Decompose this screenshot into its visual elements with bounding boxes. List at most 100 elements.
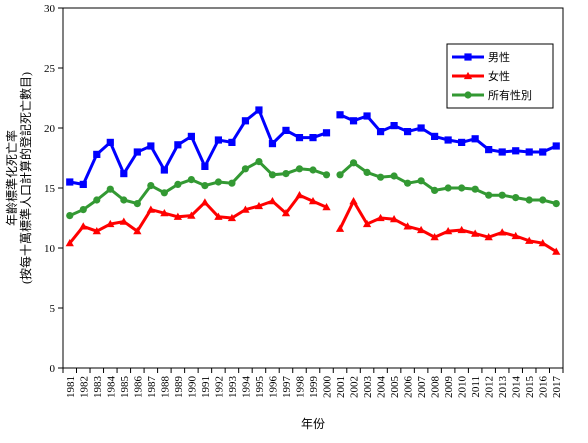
y-tick-label: 20 xyxy=(44,123,56,135)
legend-label: 所有性別 xyxy=(488,88,532,102)
data-point xyxy=(214,178,223,186)
data-point xyxy=(498,191,506,199)
data-point xyxy=(417,124,425,132)
y-tick-label: 30 xyxy=(44,3,56,15)
data-point xyxy=(308,197,318,205)
legend-item: 所有性別 xyxy=(452,88,532,102)
legend-marker xyxy=(464,91,472,99)
x-tick-label: 2010 xyxy=(457,376,469,399)
x-tick-label: 2012 xyxy=(484,376,496,398)
data-point xyxy=(349,159,358,167)
data-point xyxy=(295,191,304,199)
data-point xyxy=(254,201,264,210)
data-point xyxy=(187,132,195,140)
x-tick-label: 1994 xyxy=(240,376,252,399)
data-point xyxy=(79,206,87,214)
data-point xyxy=(227,213,237,222)
y-axis: 0 5 10 15 20 25 30 xyxy=(44,3,63,375)
x-tick-label: 1986 xyxy=(132,376,144,399)
data-point xyxy=(390,172,398,180)
data-point xyxy=(363,168,371,176)
data-point xyxy=(322,129,331,137)
y-tick-label: 10 xyxy=(44,243,56,255)
data-point xyxy=(133,227,142,235)
data-point xyxy=(525,196,533,204)
x-tick-label: 2015 xyxy=(524,376,536,399)
legend-marker xyxy=(464,53,472,61)
x-tick-label: 2006 xyxy=(403,376,415,399)
x-tick-label: 1985 xyxy=(119,376,131,399)
data-point xyxy=(389,215,399,223)
x-tick-label: 2007 xyxy=(416,376,428,399)
data-point xyxy=(187,176,195,184)
data-point xyxy=(322,171,331,179)
x-axis: 1981 1982 1983 1984 1985 1986 1987 1988 1989 1990… xyxy=(62,368,564,399)
x-tick-label: 2009 xyxy=(443,376,455,399)
data-point xyxy=(241,117,250,125)
data-point xyxy=(200,198,210,206)
data-point xyxy=(485,146,493,154)
x-tick-label: 2001 xyxy=(335,376,347,398)
data-point xyxy=(120,170,128,178)
data-point xyxy=(458,184,466,192)
data-point xyxy=(295,134,304,142)
data-point xyxy=(485,191,493,199)
x-tick-label: 2002 xyxy=(349,376,361,398)
data-point xyxy=(120,196,128,204)
data-point xyxy=(268,171,277,179)
data-point xyxy=(174,141,182,149)
x-tick-label: 2004 xyxy=(376,376,388,399)
data-point xyxy=(538,239,547,247)
x-axis-title: 年份 xyxy=(301,417,325,431)
legend-label: 女性 xyxy=(488,69,510,83)
data-point xyxy=(282,170,290,178)
data-point xyxy=(106,138,114,146)
data-point xyxy=(255,106,263,114)
data-point xyxy=(416,225,426,234)
data-point xyxy=(512,147,520,155)
data-point xyxy=(443,227,453,235)
data-point xyxy=(457,225,466,234)
x-tick-label: 1998 xyxy=(294,376,306,399)
data-point xyxy=(322,203,331,211)
data-point xyxy=(498,228,507,236)
data-point xyxy=(133,148,141,156)
data-point xyxy=(444,136,452,144)
data-point xyxy=(255,158,263,166)
y-axis-title-line-2: (按每十萬標準人口計算的登記死亡數目) xyxy=(18,72,33,284)
data-point xyxy=(160,209,169,217)
series-line xyxy=(338,198,558,253)
data-point xyxy=(160,189,168,197)
series-line xyxy=(68,193,328,245)
data-point xyxy=(268,197,277,205)
series-1 xyxy=(66,106,560,188)
data-point xyxy=(363,112,371,120)
data-point xyxy=(525,236,534,244)
data-point xyxy=(228,179,236,187)
legend-item: 男性 xyxy=(452,50,510,64)
data-point xyxy=(295,165,304,173)
data-point xyxy=(417,177,425,185)
data-point xyxy=(241,205,250,213)
data-point xyxy=(93,196,101,204)
data-point xyxy=(93,150,101,158)
data-point xyxy=(552,142,560,150)
x-tick-label: 2008 xyxy=(430,376,442,399)
axis-titles: 年份 年齡標準化死亡率 (按每十萬標準人口計算的登記死亡數目) xyxy=(4,72,325,431)
legend-item: 女性 xyxy=(452,69,510,83)
data-point xyxy=(106,185,114,193)
data-point xyxy=(471,135,479,143)
data-point xyxy=(552,247,561,255)
data-point xyxy=(174,180,182,188)
y-tick-label: 25 xyxy=(44,63,56,75)
data-point xyxy=(376,128,385,136)
data-point xyxy=(336,171,344,179)
x-tick-label: 2011 xyxy=(470,376,482,398)
legend-label: 男性 xyxy=(488,50,510,64)
data-point xyxy=(376,173,385,181)
x-tick-label: 1981 xyxy=(65,376,77,398)
x-tick-label: 1997 xyxy=(281,376,293,399)
data-point xyxy=(390,122,398,130)
